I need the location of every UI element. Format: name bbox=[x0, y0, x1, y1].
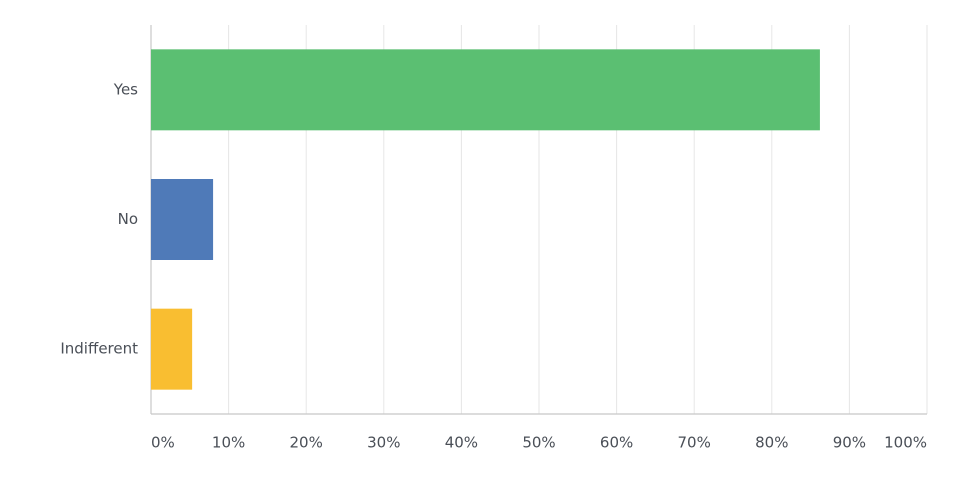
bar bbox=[151, 308, 193, 390]
x-tick-label: 50% bbox=[522, 434, 555, 452]
y-tick-label: No bbox=[118, 210, 138, 228]
x-tick-label: 20% bbox=[290, 434, 323, 452]
x-tick-label: 30% bbox=[367, 434, 400, 452]
y-tick-label: Indifferent bbox=[60, 340, 138, 358]
bar bbox=[151, 179, 214, 260]
x-tick-label: 10% bbox=[212, 434, 245, 452]
x-tick-label: 100% bbox=[884, 434, 927, 452]
x-tick-label: 90% bbox=[833, 434, 866, 452]
x-tick-label: 40% bbox=[445, 434, 478, 452]
x-tick-label: 80% bbox=[755, 434, 788, 452]
bar bbox=[151, 49, 820, 131]
x-tick-label: 70% bbox=[678, 434, 711, 452]
x-tick-label: 0% bbox=[151, 434, 175, 452]
x-tick-label: 60% bbox=[600, 434, 633, 452]
y-tick-label: Yes bbox=[113, 80, 138, 98]
